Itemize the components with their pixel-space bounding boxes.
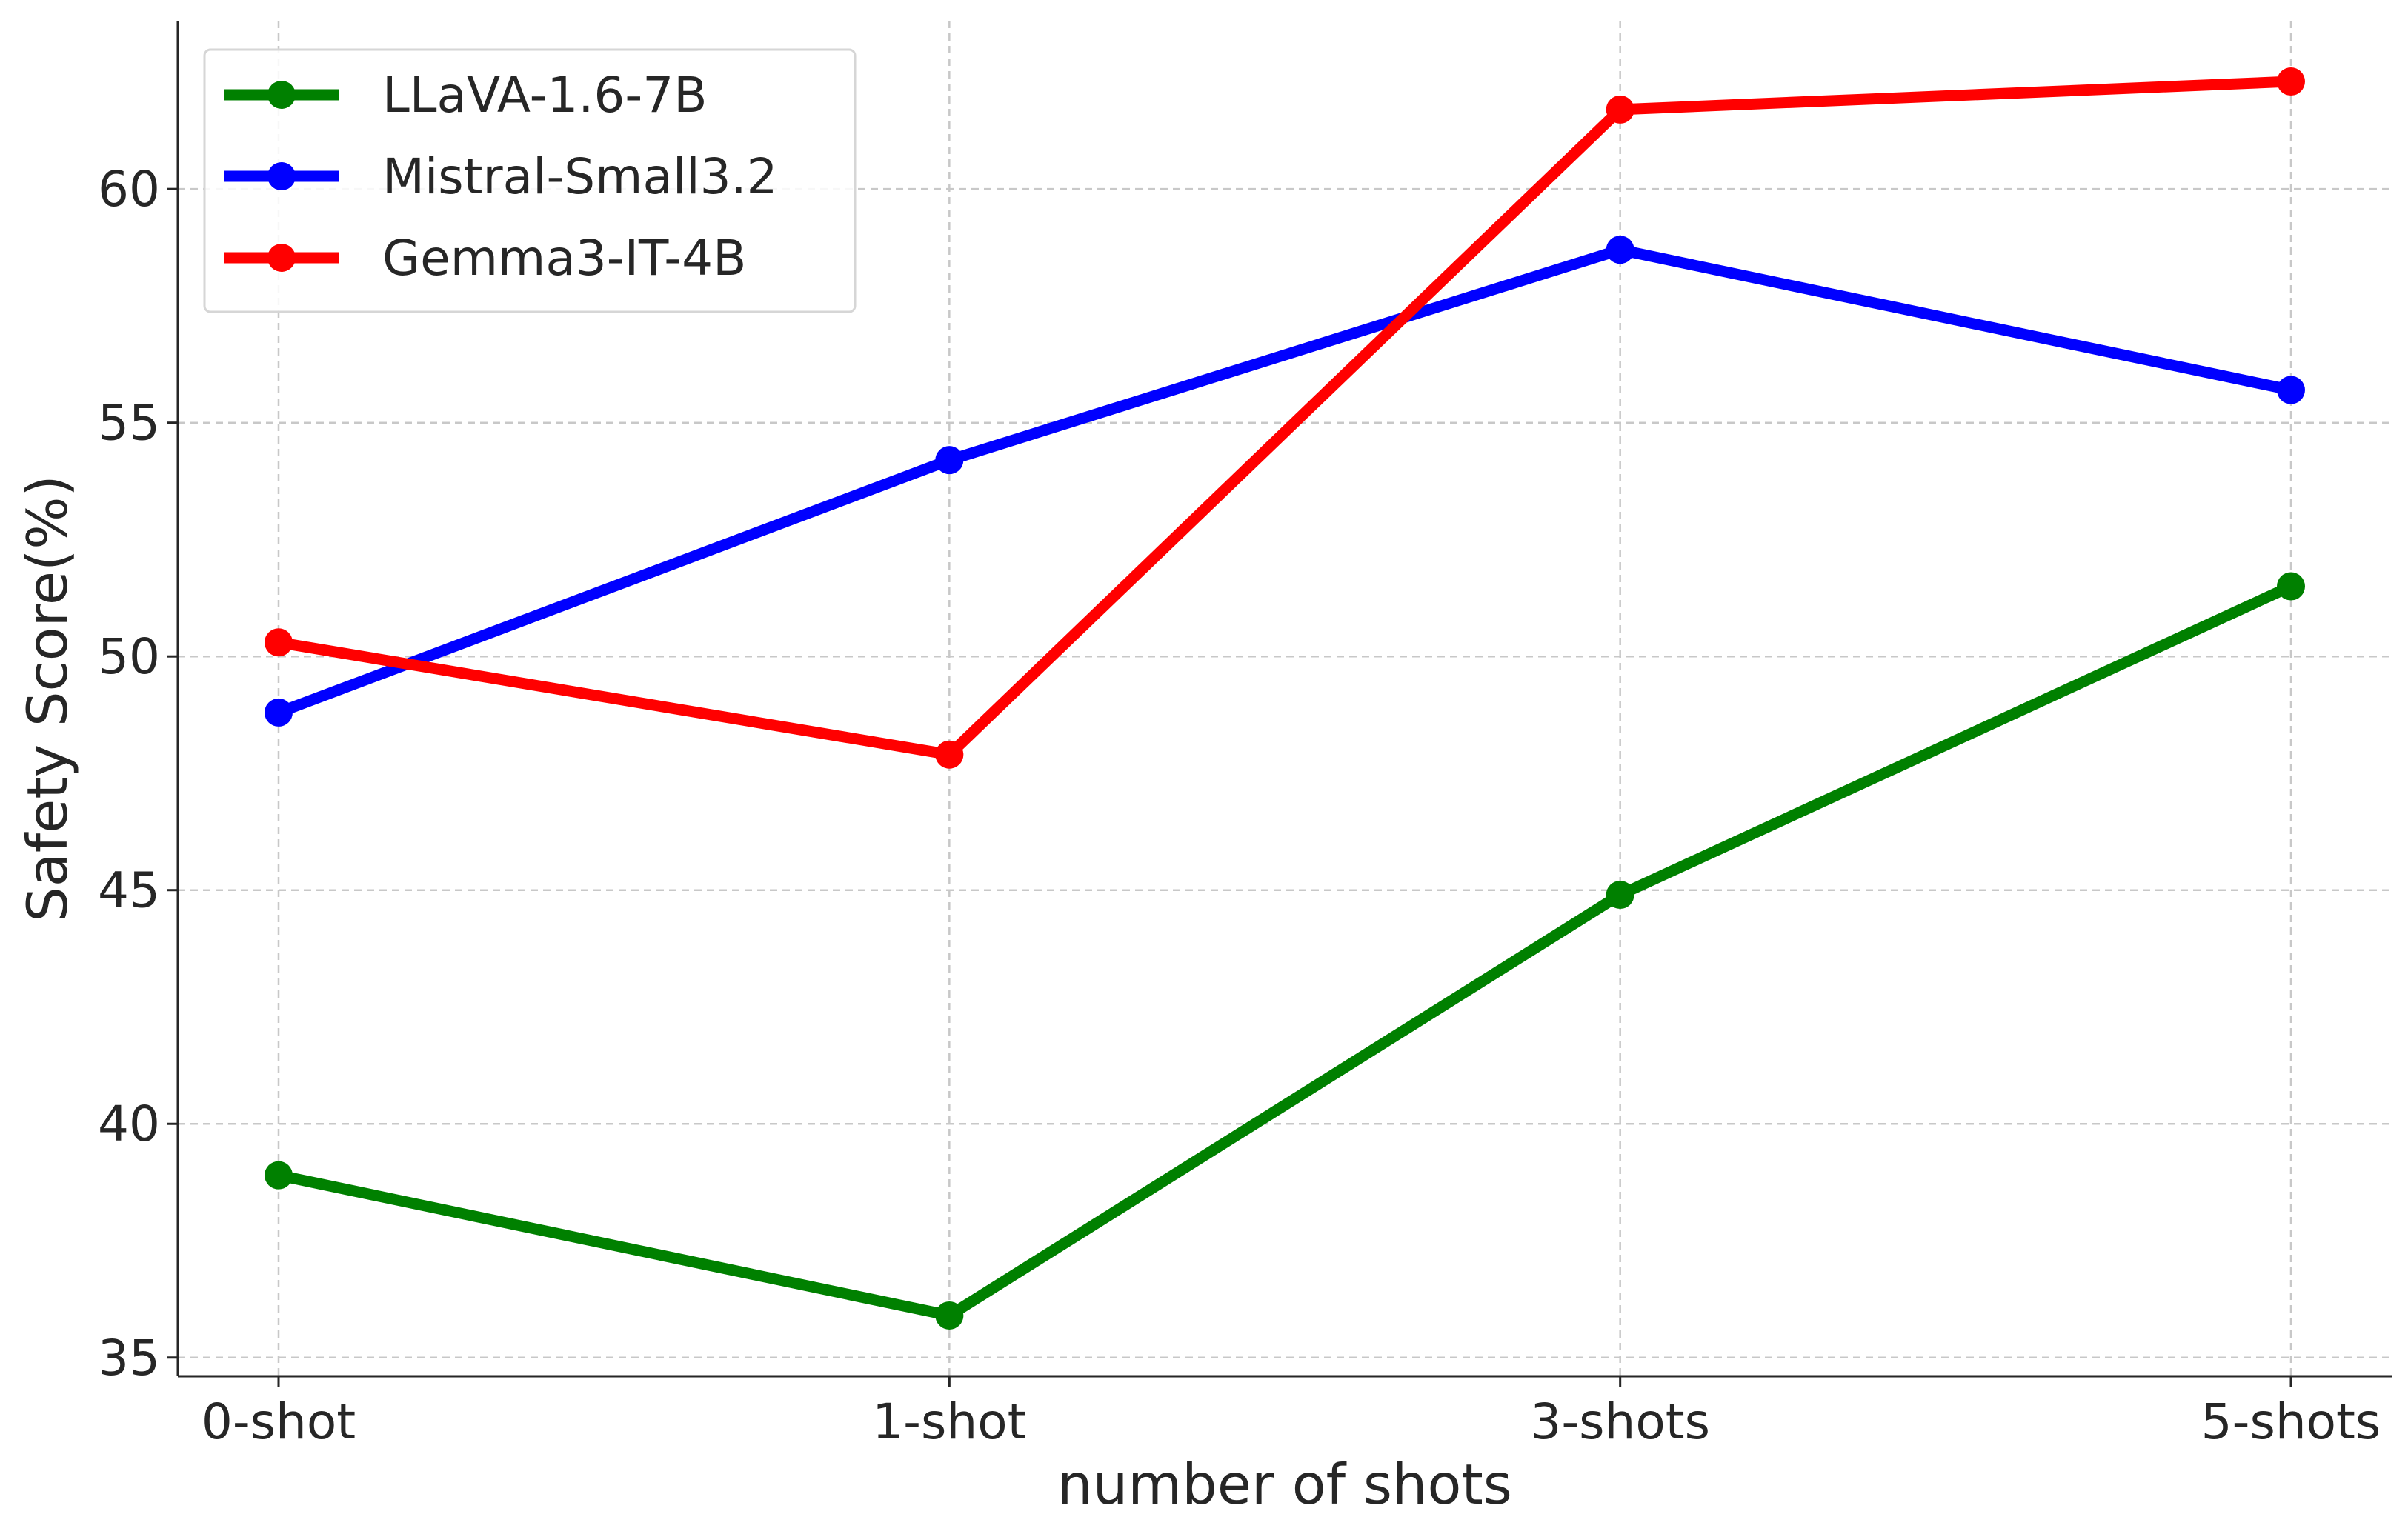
data-point bbox=[265, 628, 293, 657]
legend: LLaVA-1.6-7B Mistral-Small3.2 Gemma3-IT-4B bbox=[203, 48, 857, 313]
legend-marker bbox=[267, 244, 296, 272]
x-tick-label: 5-shots bbox=[2201, 1393, 2381, 1450]
data-point bbox=[1606, 881, 1634, 910]
legend-marker bbox=[267, 81, 296, 109]
y-tick-label: 50 bbox=[98, 628, 160, 685]
y-tick-label: 45 bbox=[98, 862, 160, 919]
axes bbox=[176, 21, 2392, 1378]
series-line bbox=[276, 244, 2292, 718]
ticks: 35 40 45 50 55 60 0-shot 1-shot 3-shots 5-shots bbox=[98, 161, 2381, 1450]
legend-label: Mistral-Small3.2 bbox=[382, 148, 778, 205]
series bbox=[265, 67, 2305, 1330]
series-line bbox=[277, 76, 2292, 761]
y-tick-label: 60 bbox=[98, 161, 160, 218]
legend-item: Gemma3-IT-4B bbox=[224, 230, 746, 287]
y-axis-title: Safety Score(%) bbox=[15, 475, 80, 922]
data-point bbox=[935, 446, 964, 475]
data-point bbox=[2277, 572, 2305, 601]
y-tick-label: 55 bbox=[98, 395, 160, 452]
series-group bbox=[265, 67, 2305, 769]
data-point bbox=[1606, 95, 1634, 124]
y-tick-label: 35 bbox=[98, 1330, 160, 1387]
y-tick-label: 40 bbox=[98, 1096, 160, 1153]
data-point bbox=[2277, 376, 2305, 404]
legend-label: Gemma3-IT-4B bbox=[382, 230, 746, 287]
legend-marker bbox=[267, 162, 296, 190]
legend-item: Mistral-Small3.2 bbox=[224, 148, 778, 205]
data-point bbox=[935, 1301, 964, 1330]
data-point bbox=[1606, 236, 1634, 264]
data-point bbox=[265, 1161, 293, 1190]
x-tick-label: 1-shot bbox=[872, 1393, 1026, 1450]
series-group bbox=[265, 572, 2305, 1330]
x-tick-label: 0-shot bbox=[202, 1393, 356, 1450]
x-tick-label: 3-shots bbox=[1530, 1393, 1710, 1450]
data-point bbox=[265, 698, 293, 727]
x-axis-title: number of shots bbox=[1057, 1452, 1512, 1517]
legend-box bbox=[203, 48, 857, 313]
series-line bbox=[277, 581, 2294, 1321]
data-point bbox=[2277, 67, 2305, 96]
legend-label: LLaVA-1.6-7B bbox=[382, 67, 707, 124]
legend-item: LLaVA-1.6-7B bbox=[224, 67, 707, 124]
series-group bbox=[265, 236, 2305, 727]
data-point bbox=[935, 740, 964, 769]
